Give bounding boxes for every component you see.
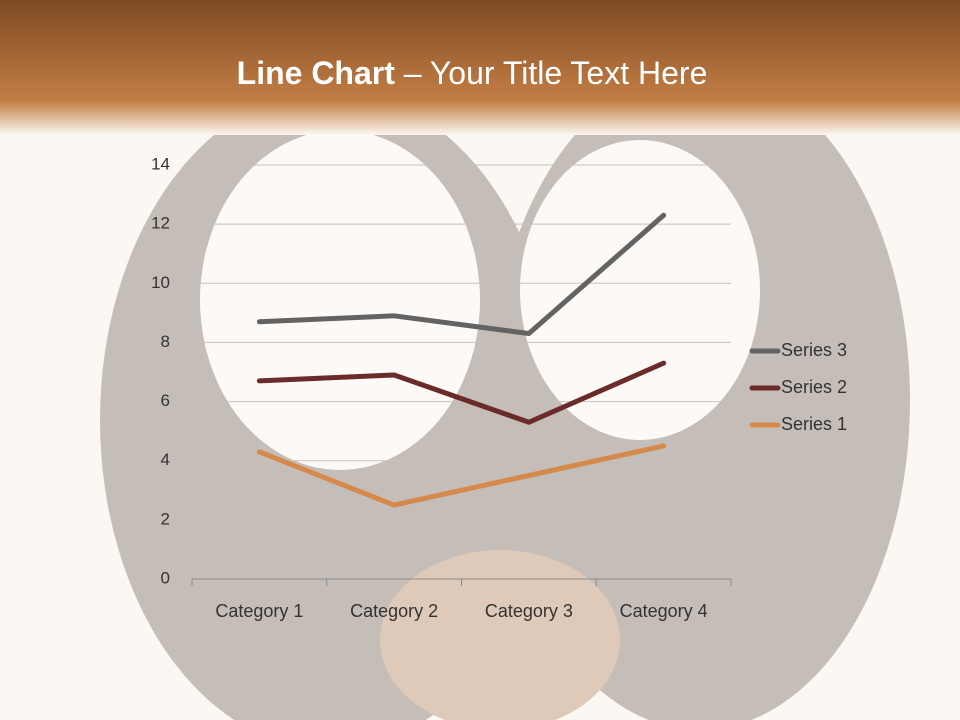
legend-label: Series 1 — [781, 414, 847, 434]
legend-label: Series 2 — [781, 377, 847, 397]
series-line — [256, 212, 667, 337]
y-tick-label: 2 — [161, 509, 170, 528]
y-tick-label: 6 — [161, 391, 170, 410]
x-tick-label: Category 4 — [620, 601, 708, 621]
legend-label: Series 3 — [781, 340, 847, 360]
series-line — [256, 443, 667, 508]
x-tick-label: Category 2 — [350, 601, 438, 621]
x-tick-label: Category 1 — [215, 601, 303, 621]
chart: 0 2 4 6 8 10 12 14 Category 1 Category 2 Category … — [151, 154, 847, 620]
background-photo — [100, 70, 910, 720]
y-tick-label: 4 — [161, 450, 170, 469]
title-bold: Line Chart — [237, 55, 396, 91]
x-tick-label: Category 3 — [485, 601, 573, 621]
y-tick-label: 0 — [161, 568, 170, 587]
y-tick-label: 10 — [151, 273, 170, 292]
title-rest: – Your Title Text Here — [395, 55, 707, 91]
slide-title: Line Chart – Your Title Text Here — [237, 55, 708, 91]
y-tick-label: 8 — [161, 332, 170, 351]
header-band — [0, 0, 960, 135]
y-tick-label: 12 — [151, 214, 170, 233]
series-line — [256, 360, 667, 425]
y-tick-label: 14 — [151, 154, 170, 173]
